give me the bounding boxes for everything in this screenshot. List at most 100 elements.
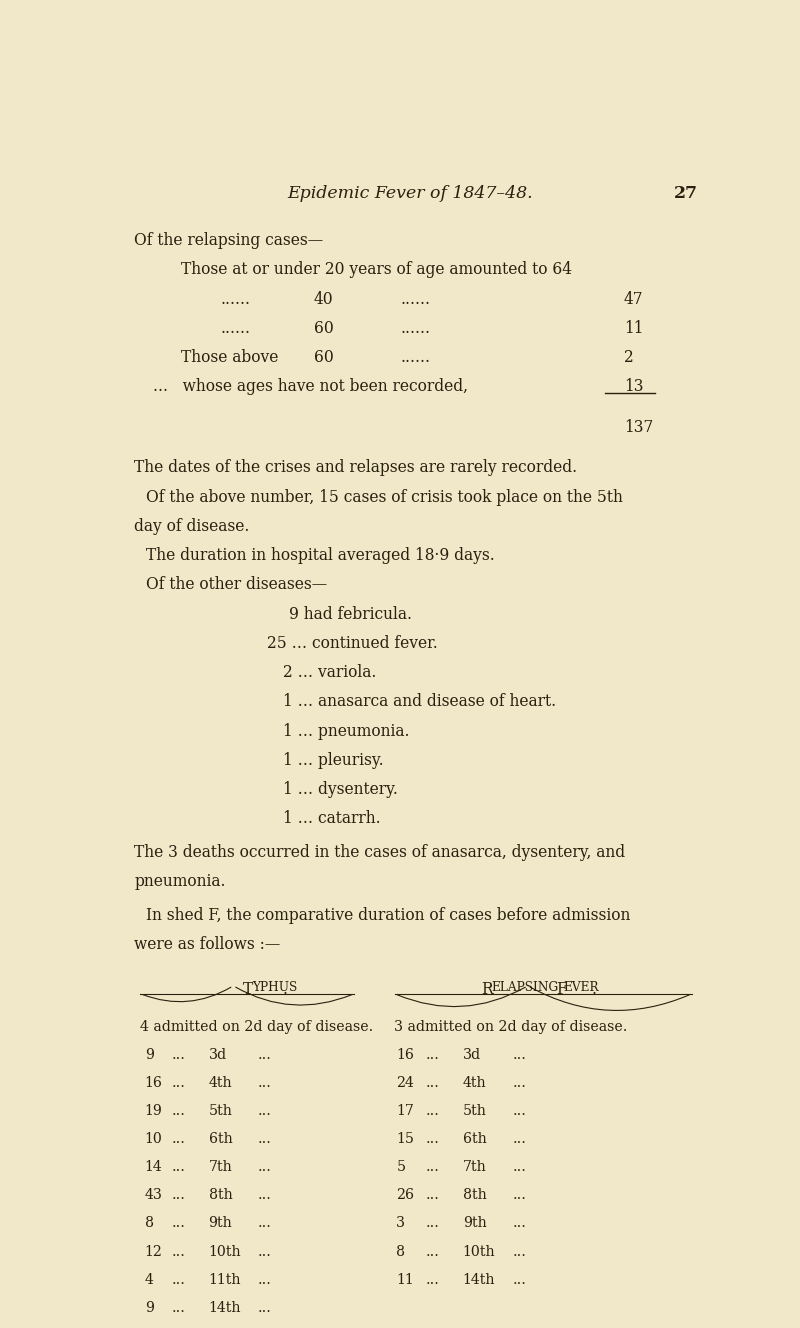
Text: The dates of the crises and relapses are rarely recorded.: The dates of the crises and relapses are…: [134, 459, 578, 477]
Text: pneumonia.: pneumonia.: [134, 874, 226, 890]
Text: ...: ...: [258, 1216, 272, 1230]
Text: 4: 4: [145, 1272, 154, 1287]
Text: ......: ......: [401, 291, 430, 308]
Text: 1 … pleurisy.: 1 … pleurisy.: [283, 752, 383, 769]
Text: ...: ...: [258, 1189, 272, 1202]
Text: 9 had febricula.: 9 had febricula.: [289, 606, 412, 623]
Text: ...: ...: [171, 1048, 185, 1061]
Text: 11: 11: [624, 320, 643, 337]
Text: 60: 60: [314, 349, 334, 367]
Text: day of disease.: day of disease.: [134, 518, 250, 535]
Text: 4 admitted on 2d day of disease.: 4 admitted on 2d day of disease.: [140, 1020, 374, 1033]
Text: T: T: [242, 981, 253, 999]
Text: 9: 9: [145, 1300, 154, 1315]
Text: ...: ...: [258, 1076, 272, 1090]
Text: 40: 40: [314, 291, 334, 308]
Text: 1 … pneumonia.: 1 … pneumonia.: [283, 722, 410, 740]
Text: ...: ...: [512, 1131, 526, 1146]
Text: 5: 5: [396, 1161, 406, 1174]
Text: 4th: 4th: [209, 1076, 232, 1090]
Text: 5th: 5th: [462, 1104, 486, 1118]
Text: 1 … catarrh.: 1 … catarrh.: [283, 810, 381, 827]
Text: ...: ...: [171, 1244, 185, 1259]
Text: 10th: 10th: [209, 1244, 241, 1259]
Text: ...: ...: [171, 1076, 185, 1090]
Text: 8th: 8th: [209, 1189, 232, 1202]
Text: ...: ...: [258, 1300, 272, 1315]
Text: 10: 10: [145, 1131, 162, 1146]
Text: ...   whose ages have not been recorded,: ... whose ages have not been recorded,: [153, 378, 468, 396]
Text: 1 … dysentery.: 1 … dysentery.: [283, 781, 398, 798]
Text: Of the relapsing cases—: Of the relapsing cases—: [134, 232, 323, 250]
Text: ......: ......: [401, 320, 430, 337]
Text: Those at or under 20 years of age amounted to 64: Those at or under 20 years of age amount…: [181, 262, 571, 279]
Text: ...: ...: [512, 1161, 526, 1174]
Text: ...: ...: [426, 1189, 439, 1202]
Text: ...: ...: [426, 1076, 439, 1090]
Text: 9: 9: [145, 1048, 154, 1061]
Text: ...: ...: [426, 1244, 439, 1259]
Text: 8: 8: [396, 1244, 406, 1259]
Text: .: .: [592, 981, 597, 999]
Text: ...: ...: [512, 1048, 526, 1061]
Text: ...: ...: [426, 1161, 439, 1174]
Text: 16: 16: [396, 1048, 414, 1061]
Text: ...: ...: [258, 1131, 272, 1146]
Text: F: F: [556, 981, 566, 999]
Text: 3: 3: [396, 1216, 406, 1230]
Text: ...: ...: [171, 1300, 185, 1315]
Text: 6th: 6th: [462, 1131, 486, 1146]
Text: In shed F, the comparative duration of cases before admission: In shed F, the comparative duration of c…: [146, 907, 631, 924]
Text: 19: 19: [145, 1104, 162, 1118]
Text: 27: 27: [674, 185, 698, 202]
Text: Of the above number, 15 cases of crisis took place on the 5th: Of the above number, 15 cases of crisis …: [146, 489, 623, 506]
Text: ...: ...: [512, 1216, 526, 1230]
Text: R: R: [482, 981, 493, 999]
Text: ...: ...: [426, 1104, 439, 1118]
Text: 24: 24: [396, 1076, 414, 1090]
Text: 60: 60: [314, 320, 334, 337]
Text: 9th: 9th: [462, 1216, 486, 1230]
Text: EVER: EVER: [564, 981, 599, 995]
Text: ......: ......: [221, 320, 251, 337]
Text: 137: 137: [624, 418, 653, 436]
Text: 10th: 10th: [462, 1244, 495, 1259]
Text: 4th: 4th: [462, 1076, 486, 1090]
Text: ...: ...: [512, 1272, 526, 1287]
Text: 25 … continued fever.: 25 … continued fever.: [267, 635, 438, 652]
Text: 17: 17: [396, 1104, 414, 1118]
Text: 47: 47: [624, 291, 643, 308]
Text: 2: 2: [624, 349, 634, 367]
Text: Of the other diseases—: Of the other diseases—: [146, 576, 328, 594]
Text: ...: ...: [258, 1048, 272, 1061]
Text: ...: ...: [512, 1189, 526, 1202]
Text: 7th: 7th: [209, 1161, 232, 1174]
Text: 6th: 6th: [209, 1131, 232, 1146]
Text: ...: ...: [426, 1272, 439, 1287]
Text: YPHUS: YPHUS: [252, 981, 297, 995]
Text: 13: 13: [624, 378, 643, 396]
Text: ...: ...: [171, 1216, 185, 1230]
Text: The 3 deaths occurred in the cases of anasarca, dysentery, and: The 3 deaths occurred in the cases of an…: [134, 845, 626, 861]
Text: ...: ...: [171, 1272, 185, 1287]
Text: 11: 11: [396, 1272, 414, 1287]
Text: ...: ...: [258, 1272, 272, 1287]
Text: .: .: [283, 981, 288, 999]
Text: ...: ...: [258, 1161, 272, 1174]
Text: were as follows :—: were as follows :—: [134, 936, 280, 954]
Text: ......: ......: [401, 349, 430, 367]
Text: 9th: 9th: [209, 1216, 232, 1230]
Text: ELAPSING: ELAPSING: [492, 981, 559, 995]
Text: 15: 15: [396, 1131, 414, 1146]
Text: ...: ...: [512, 1076, 526, 1090]
Text: 16: 16: [145, 1076, 162, 1090]
Text: 11th: 11th: [209, 1272, 241, 1287]
Text: 14: 14: [145, 1161, 162, 1174]
Text: 26: 26: [396, 1189, 414, 1202]
Text: ...: ...: [426, 1216, 439, 1230]
Text: 14th: 14th: [209, 1300, 241, 1315]
Text: 2 … variola.: 2 … variola.: [283, 664, 376, 681]
Text: 43: 43: [145, 1189, 162, 1202]
Text: 3d: 3d: [462, 1048, 481, 1061]
Text: The duration in hospital averaged 18·9 days.: The duration in hospital averaged 18·9 d…: [146, 547, 495, 564]
